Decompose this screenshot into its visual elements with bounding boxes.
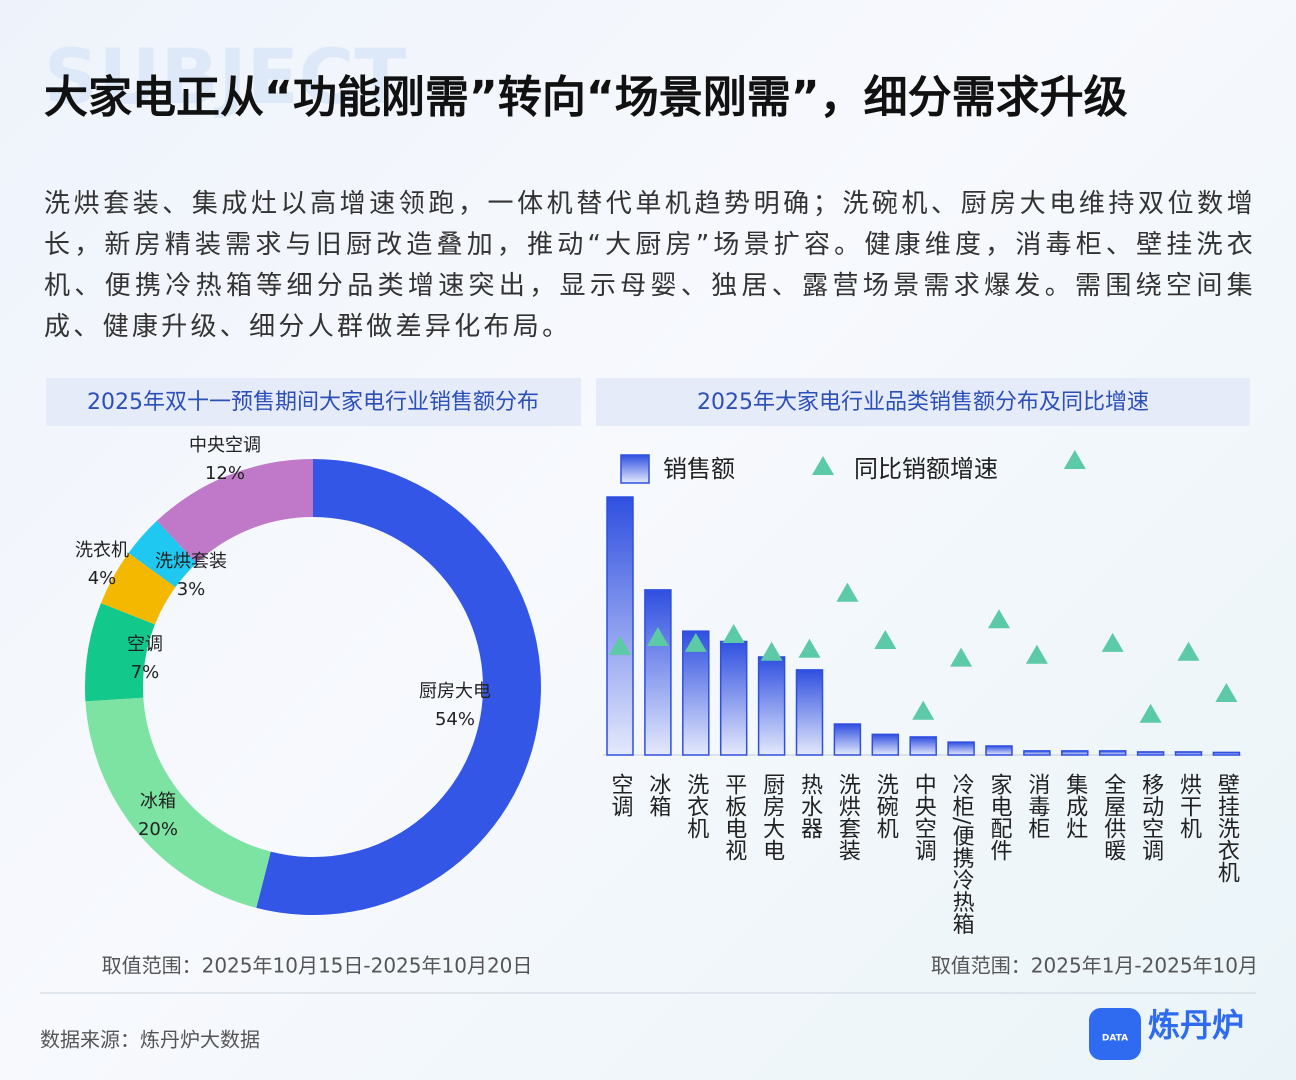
growth-marker [874,629,897,649]
x-tick-label: 烘干机 [1176,773,1202,839]
chart-title: 2025年大家电行业品类销售额分布及同比增速 [697,390,1149,415]
donut-slice [85,603,155,702]
growth-marker [1101,632,1124,652]
donut-slice [85,697,271,908]
bar [606,496,634,756]
x-tick-label: 消毒柜 [1024,773,1050,839]
slice-value: 54% [435,709,475,730]
note: 取值范围：2025年10月15日-2025年10月20日 [102,954,533,978]
bar [1023,750,1051,756]
growth-marker [798,638,821,658]
donut-slice [128,520,197,588]
bar [644,589,672,756]
x-tick-label: 全屋供暖 [1100,773,1126,861]
growth-marker [1139,703,1162,723]
growth-marker [1063,450,1086,469]
legend-label: 销售额 [663,455,735,483]
watermark: SUBJECT [44,32,406,121]
x-tick-label: 洗烘套装 [835,773,861,861]
growth-marker [912,700,935,720]
bar [985,745,1013,756]
slice-value: 4% [88,568,117,589]
bar [795,669,824,756]
page-title: 大家电正从“功能刚需”转向“场景刚需”，细分需求升级 [44,72,1128,123]
donut-slice [256,459,541,915]
slice-label: 空调 [127,634,163,655]
donut-slice [156,459,313,564]
slice-label: 冰箱 [140,791,176,812]
chart-title: 2025年双十一预售期间大家电行业销售额分布 [87,390,539,415]
growth-marker [1215,683,1238,703]
x-tick-label: 中央空调 [911,773,937,861]
x-tick-label: 洗碗机 [873,773,899,839]
x-tick-label: 平板电视 [721,773,747,861]
x-tick-label: 洗衣机 [683,773,709,839]
note: 取值范围：2025年1月-2025年10月 [931,954,1258,978]
bar [871,733,900,756]
logo-icon [1089,1008,1141,1060]
bar [1098,750,1127,756]
x-tick-label: 移动空调 [1138,773,1164,861]
slice-label: 洗烘套装 [155,551,227,572]
bar [833,723,862,756]
x-tick-label: 集成灶 [1062,773,1088,839]
description: 洗烘套装、集成灶以高增速领跑，一体机替代单机趋势明确；洗碗机、厨房大电维持双位数… [44,189,1256,342]
growth-marker [1177,641,1200,661]
bar [1174,751,1203,756]
bar [1061,750,1089,756]
legend-label: 同比销额增速 [854,455,998,483]
slice-label: 洗衣机 [75,540,129,561]
growth-marker [950,647,973,667]
x-tick-label: 热水器 [797,773,823,839]
chart-title-bg [596,378,1250,426]
growth-marker [684,632,707,652]
source: 数据来源：炼丹炉大数据 [40,1028,260,1052]
slice-value: 12% [205,463,245,484]
slice-value: 3% [177,579,206,600]
x-tick-label: 厨房大电 [759,773,785,861]
logo-badge: DATA [1102,1034,1128,1044]
x-tick-label: 壁挂洗衣机 [1214,773,1240,883]
bar [1136,751,1165,756]
growth-marker [836,582,859,602]
x-tick-label: 家电配件 [987,773,1013,861]
growth-marker [1025,644,1048,664]
donut-slice [101,552,176,625]
growth-marker [722,624,745,644]
legend-swatch [620,454,650,484]
slice-value: 7% [131,662,160,683]
slice-label: 厨房大电 [419,681,491,702]
bar [1212,751,1241,756]
bar [757,656,786,756]
chart-title-bg [46,378,581,426]
growth-marker [760,641,783,661]
slice-label: 中央空调 [189,435,261,456]
x-tick-label: 空调 [608,773,634,817]
logo-name: 炼丹炉 [1148,1006,1244,1044]
bar [909,736,937,756]
bar [719,640,748,756]
growth-marker [988,609,1010,629]
growth-marker [812,456,834,475]
bar [947,741,975,756]
x-tick-label: 冷柜/便携冷热箱 [949,773,975,935]
slice-value: 20% [138,819,178,840]
growth-marker [646,627,669,646]
x-tick-label: 冰箱 [645,773,671,817]
growth-marker [609,635,631,655]
